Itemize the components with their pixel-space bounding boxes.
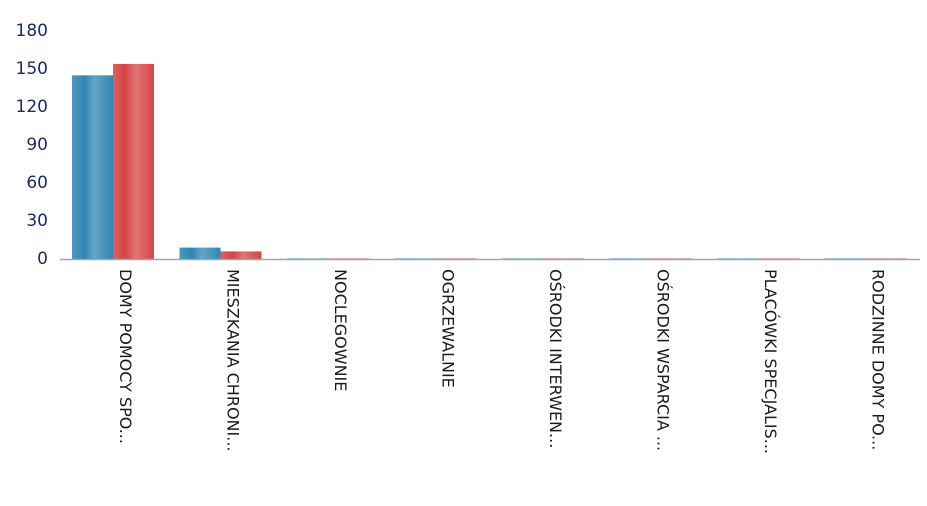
x-tick-label: NOCLEGOWNIE — [331, 269, 350, 391]
bar-3-1 — [435, 258, 477, 259]
y-tick-label: 150 — [16, 59, 48, 79]
bar-5-0 — [609, 258, 651, 259]
y-tick-label: 180 — [16, 21, 48, 41]
bar-3-0 — [394, 258, 436, 259]
x-tick-label: OŚRODKI INTERWEN... — [546, 269, 565, 448]
bar-0-0 — [72, 75, 113, 259]
bar-2-0 — [287, 258, 328, 259]
bars — [72, 63, 907, 259]
x-axis: DOMY POMOCY SPO... MIESZKANIA CHRONI... NO… — [60, 258, 920, 454]
bar-0-1 — [113, 63, 154, 259]
bar-6-1 — [758, 258, 799, 259]
y-axis: 0 30 60 90 120 150 180 — [16, 21, 48, 269]
x-tick-label: DOMY POMOCY SPO... — [116, 269, 135, 444]
bar-6-0 — [717, 258, 758, 259]
bar-2-1 — [328, 258, 369, 259]
bar-7-0 — [824, 258, 866, 259]
bar-5-1 — [650, 258, 692, 259]
bar-1-1 — [220, 251, 262, 259]
x-tick-label: OGRZEWALNIE — [438, 269, 457, 388]
x-tick-label: OŚRODKI WSPARCIA ... — [653, 269, 672, 451]
bar-4-0 — [502, 258, 543, 259]
bar-4-1 — [543, 258, 584, 259]
y-tick-label: 60 — [26, 173, 48, 193]
y-tick-label: 120 — [16, 97, 48, 117]
x-tick-label: PLACÓWKI SPECJALIS... — [761, 269, 780, 454]
bar-7-1 — [865, 258, 907, 259]
y-tick-label: 90 — [26, 135, 48, 155]
bar-1-0 — [179, 247, 221, 259]
y-tick-label: 0 — [37, 249, 48, 269]
x-tick-label: MIESZKANIA CHRONI... — [223, 269, 242, 451]
x-tick-label: RODZINNE DOMY PO... — [868, 269, 887, 450]
y-tick-label: 30 — [26, 211, 48, 231]
